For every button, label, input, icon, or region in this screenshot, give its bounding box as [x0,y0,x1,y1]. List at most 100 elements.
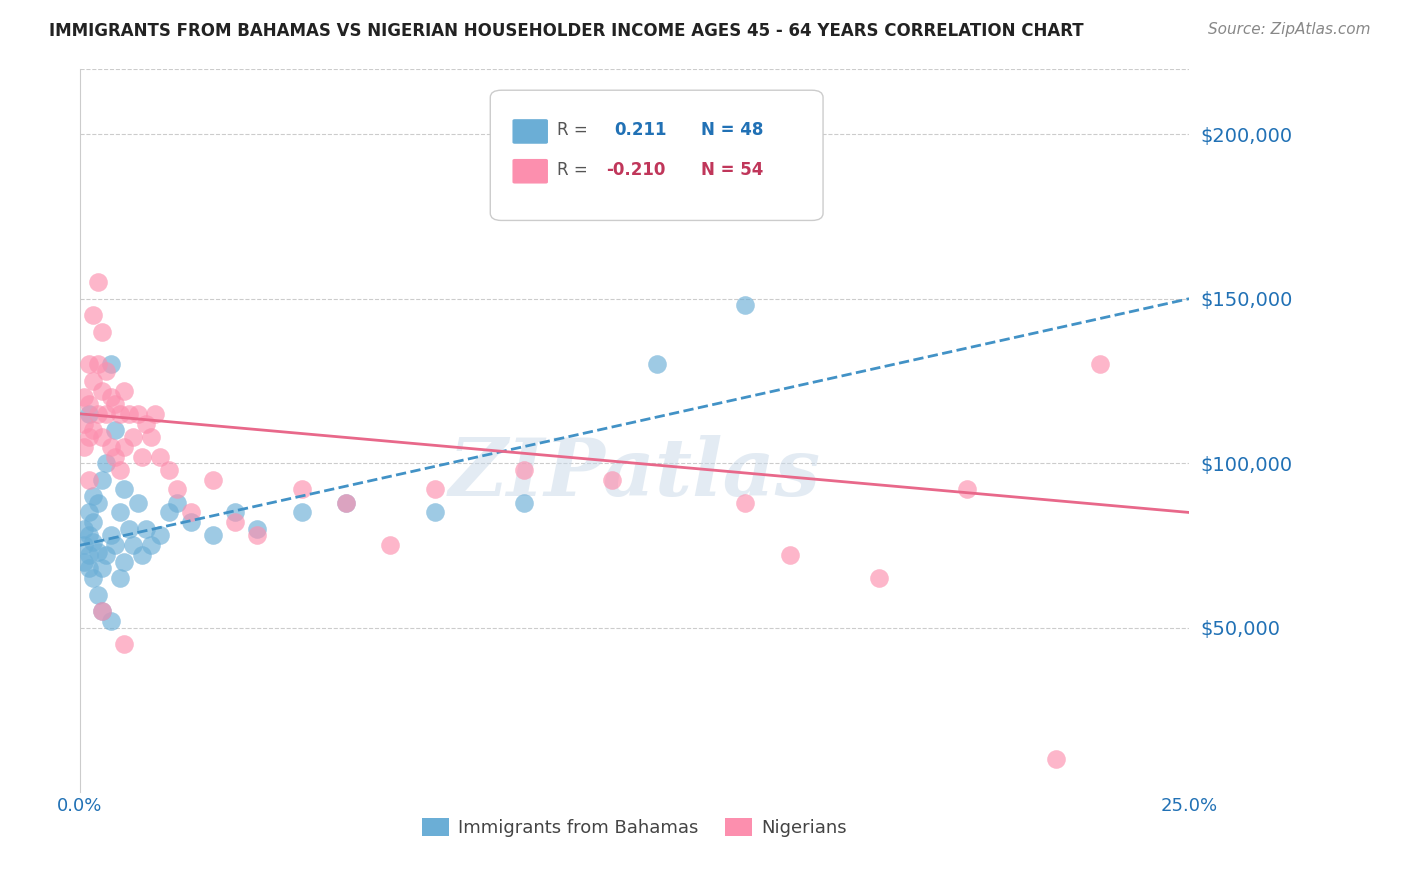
Point [112,384,135,398]
Point [86,545,108,559]
Point [86,407,108,421]
Point [201,528,224,542]
Point [166,483,188,497]
Point [149,450,172,464]
Point [108,407,131,421]
Point [246,522,269,536]
Point [73,538,96,552]
Point [112,637,135,651]
Point [1045,752,1067,766]
Point [86,358,108,372]
Point [131,450,153,464]
Point [122,538,145,552]
Point [143,407,166,421]
Point [77,358,100,372]
Point [82,308,104,322]
Point [73,390,96,404]
Point [82,423,104,437]
Point [291,483,314,497]
Point [96,456,118,470]
Point [131,548,153,562]
Point [201,473,224,487]
Point [104,538,127,552]
Point [112,440,135,454]
Point [335,495,357,509]
Point [73,555,96,569]
Point [77,505,100,519]
Text: R =: R = [557,121,588,139]
Point [100,528,122,542]
Point [82,571,104,585]
Point [380,538,402,552]
Point [135,417,157,431]
Text: N = 48: N = 48 [702,121,763,139]
Point [91,473,114,487]
Point [77,528,100,542]
Point [96,548,118,562]
Point [180,505,202,519]
Point [100,358,122,372]
Point [246,528,269,542]
Point [868,571,890,585]
Point [127,495,149,509]
Point [86,275,108,289]
Point [82,535,104,549]
Point [423,483,446,497]
Text: 0.211: 0.211 [614,121,666,139]
Point [77,548,100,562]
Point [224,516,246,530]
Legend: Immigrants from Bahamas, Nigerians: Immigrants from Bahamas, Nigerians [415,811,855,845]
Point [108,463,131,477]
Point [180,516,202,530]
Point [734,495,756,509]
Point [335,495,357,509]
Point [127,407,149,421]
Point [91,325,114,339]
Point [100,440,122,454]
Point [77,397,100,411]
Point [139,538,162,552]
Point [86,495,108,509]
Point [108,571,131,585]
Point [104,450,127,464]
Point [600,473,623,487]
FancyBboxPatch shape [512,159,548,184]
Point [118,522,141,536]
Point [86,588,108,602]
Point [166,495,188,509]
Point [100,614,122,628]
FancyBboxPatch shape [491,90,823,220]
Point [104,423,127,437]
Point [423,505,446,519]
Point [224,505,246,519]
Point [645,358,668,372]
Point [82,489,104,503]
FancyBboxPatch shape [512,120,548,144]
Point [157,505,180,519]
Point [91,604,114,618]
Point [512,463,534,477]
Point [112,483,135,497]
Point [77,473,100,487]
Point [73,440,96,454]
Text: R =: R = [557,161,588,178]
Point [149,528,172,542]
Point [96,364,118,378]
Point [91,430,114,444]
Text: -0.210: -0.210 [606,161,665,178]
Point [291,505,314,519]
Point [779,548,801,562]
Point [77,561,100,575]
Point [135,522,157,536]
Point [73,522,96,536]
Point [82,374,104,388]
Point [956,483,979,497]
Point [82,516,104,530]
Text: ZIPatlas: ZIPatlas [449,435,821,512]
Point [108,505,131,519]
Point [118,407,141,421]
Point [91,604,114,618]
Point [157,463,180,477]
Text: N = 54: N = 54 [702,161,763,178]
Point [104,397,127,411]
